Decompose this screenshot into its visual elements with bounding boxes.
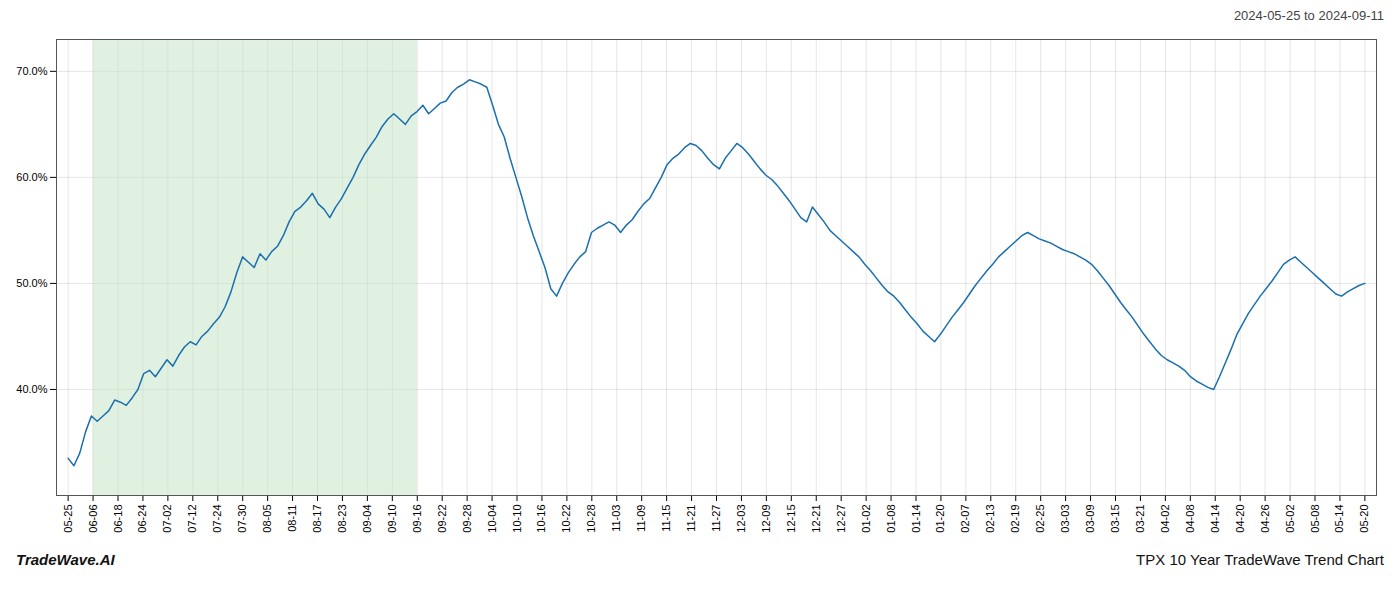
svg-text:06-18: 06-18 bbox=[112, 505, 124, 533]
svg-text:01-14: 01-14 bbox=[910, 505, 922, 533]
svg-text:07-02: 07-02 bbox=[161, 505, 173, 533]
svg-text:05-25: 05-25 bbox=[62, 505, 74, 533]
svg-text:02-25: 02-25 bbox=[1034, 505, 1046, 533]
html-text:TPX 10 Year TradeWave Trend Ch: TPX 10 Year TradeWave Trend Chart bbox=[1136, 551, 1384, 568]
svg-text:08-05: 08-05 bbox=[261, 505, 273, 533]
svg-text:50.0%: 50.0% bbox=[16, 277, 47, 289]
svg-text:12-21: 12-21 bbox=[810, 505, 822, 533]
svg-text:10-22: 10-22 bbox=[560, 505, 572, 533]
svg-text:10-16: 10-16 bbox=[535, 505, 547, 533]
svg-text:02-07: 02-07 bbox=[959, 505, 971, 533]
svg-text:03-03: 03-03 bbox=[1059, 505, 1071, 533]
svg-text:12-03: 12-03 bbox=[735, 505, 747, 533]
svg-text:07-24: 07-24 bbox=[211, 505, 223, 533]
svg-text:09-16: 09-16 bbox=[411, 505, 423, 533]
svg-text:09-04: 09-04 bbox=[361, 505, 373, 533]
svg-text:11-27: 11-27 bbox=[710, 505, 722, 532]
svg-text:04-26: 04-26 bbox=[1259, 505, 1271, 533]
svg-text:08-11: 08-11 bbox=[286, 505, 298, 532]
svg-text:03-21: 03-21 bbox=[1134, 505, 1146, 533]
svg-text:10-28: 10-28 bbox=[585, 505, 597, 533]
svg-text:11-09: 11-09 bbox=[635, 505, 647, 532]
svg-text:12-27: 12-27 bbox=[835, 505, 847, 533]
svg-text:40.0%: 40.0% bbox=[16, 383, 47, 395]
svg-text:12-15: 12-15 bbox=[785, 505, 797, 533]
svg-text:06-06: 06-06 bbox=[87, 505, 99, 533]
html-text:2024-05-25 to 2024-09-11: 2024-05-25 to 2024-09-11 bbox=[1233, 8, 1384, 23]
svg-text:04-08: 04-08 bbox=[1184, 505, 1196, 533]
svg-text:04-14: 04-14 bbox=[1209, 505, 1221, 533]
svg-text:08-17: 08-17 bbox=[311, 505, 323, 533]
svg-text:10-10: 10-10 bbox=[511, 505, 523, 533]
svg-text:09-28: 09-28 bbox=[461, 505, 473, 533]
svg-text:02-13: 02-13 bbox=[984, 505, 996, 533]
svg-text:03-09: 03-09 bbox=[1084, 505, 1096, 533]
svg-text:11-03: 11-03 bbox=[610, 505, 622, 532]
svg-text:07-30: 07-30 bbox=[236, 505, 248, 533]
svg-text:05-20: 05-20 bbox=[1358, 505, 1370, 533]
svg-text:08-23: 08-23 bbox=[336, 505, 348, 533]
svg-text:70.0%: 70.0% bbox=[16, 65, 47, 77]
svg-text:03-15: 03-15 bbox=[1109, 505, 1121, 533]
svg-text:02-19: 02-19 bbox=[1009, 505, 1021, 533]
svg-text:09-22: 09-22 bbox=[436, 505, 448, 533]
svg-text:05-02: 05-02 bbox=[1284, 505, 1296, 533]
svg-text:11-15: 11-15 bbox=[660, 505, 672, 532]
svg-text:07-12: 07-12 bbox=[186, 505, 198, 533]
svg-text:05-08: 05-08 bbox=[1309, 505, 1321, 533]
svg-text:12-09: 12-09 bbox=[760, 505, 772, 533]
html-text:TradeWave.AI: TradeWave.AI bbox=[16, 551, 115, 568]
svg-text:11-21: 11-21 bbox=[685, 505, 697, 532]
svg-text:04-02: 04-02 bbox=[1159, 505, 1171, 533]
svg-text:01-08: 01-08 bbox=[885, 505, 897, 533]
svg-text:60.0%: 60.0% bbox=[16, 171, 47, 183]
svg-text:10-04: 10-04 bbox=[486, 505, 498, 533]
svg-text:06-24: 06-24 bbox=[136, 505, 148, 533]
svg-text:09-10: 09-10 bbox=[386, 505, 398, 533]
svg-text:05-14: 05-14 bbox=[1333, 505, 1345, 533]
svg-text:01-02: 01-02 bbox=[860, 505, 872, 533]
svg-text:01-20: 01-20 bbox=[934, 505, 946, 533]
svg-text:04-20: 04-20 bbox=[1234, 505, 1246, 533]
